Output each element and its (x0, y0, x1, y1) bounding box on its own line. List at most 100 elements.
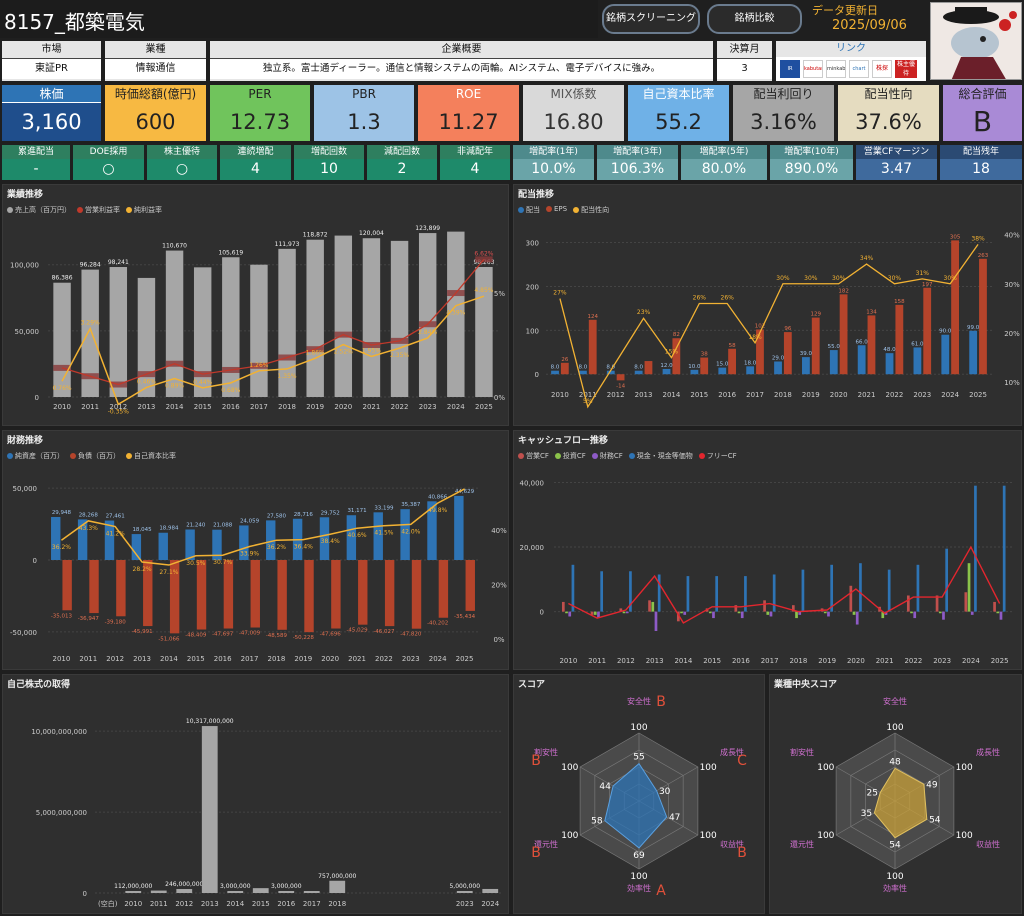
perf-net-label-0: 0.76% (53, 385, 72, 392)
bb-label-3: 246,000,000 (165, 881, 203, 888)
perf-sales-bar-10 (334, 235, 353, 397)
fincf-bar-7 (769, 611, 773, 617)
div-bar-9 (802, 357, 810, 375)
payout-label-10: 30% (832, 275, 846, 282)
kpi-per-value: 12.73 (210, 103, 310, 141)
div-label-3: 8.0 (634, 365, 643, 371)
score-max-4: 100 (561, 831, 578, 841)
cash-bar-7 (772, 574, 776, 612)
liab-bar-10 (331, 560, 341, 629)
div-xtick-1: 2011 (579, 391, 597, 399)
score-value-5: 44 (599, 782, 611, 792)
fin-xtick-9: 2019 (294, 655, 312, 663)
invcf-bar-0 (565, 611, 568, 614)
asset-label-7: 24,059 (240, 518, 260, 524)
stat-consecutive-value: 4 (220, 159, 291, 180)
eps-bar-13 (923, 287, 932, 375)
compare-button[interactable]: 銘柄比較 (707, 4, 802, 34)
bb-xtick-1: 2010 (124, 900, 142, 908)
asset-bar-2 (104, 520, 115, 560)
perf-net-label-2: -0.35% (108, 408, 130, 415)
eps-label-2: -14 (616, 383, 625, 389)
kabutan-link-icon[interactable]: kabutan (803, 60, 823, 78)
fincf-bar-2 (625, 611, 629, 614)
avatar (930, 2, 1022, 80)
div-y2tick-1: 20% (1004, 330, 1020, 338)
stat-decrease-count-label: 減配回数 (367, 145, 437, 159)
div-bar-5 (690, 369, 699, 375)
equity-ratio-line (60, 488, 465, 566)
kpi-per: PER 12.73 (210, 85, 310, 141)
fincf-bar-9 (827, 611, 830, 617)
perf-ytick-1: 50,000 (15, 328, 40, 336)
asset-label-4: 18,984 (159, 526, 179, 532)
div-bar-11 (857, 345, 866, 375)
asset-label-13: 35,387 (401, 502, 421, 508)
cash-bar-8 (801, 569, 805, 612)
perf-sales-bar-4 (165, 250, 184, 397)
cf-xtick-15: 2025 (991, 657, 1009, 665)
eps-label-14: 305 (950, 234, 961, 240)
liab-bar-7 (250, 560, 260, 628)
perf-net-label-10: 2.52% (334, 349, 353, 356)
irbank-link-icon[interactable]: IR BANK (780, 60, 800, 78)
eps-label-11: 134 (866, 309, 877, 315)
perf-net-label-3: 0.46% (137, 378, 156, 385)
screening-button[interactable]: 銘柄スクリーニング (602, 4, 700, 34)
div-label-8: 29.0 (772, 355, 785, 361)
minkabu-link-icon[interactable]: minkabu (826, 60, 846, 78)
div-ytick-1: 100 (526, 327, 539, 335)
div-label-11: 66.0 (856, 339, 869, 345)
score-value-2: 47 (669, 813, 680, 823)
performance-chart: 0 50,000 100,000 0% 5% 86,386 2010 96,284 2011 98… (10, 225, 505, 415)
payout-label-14: 30% (944, 275, 958, 282)
payout-label-13: 31% (916, 270, 930, 277)
asset-bar-10 (319, 517, 330, 560)
legend-dividend: 配当 (518, 205, 540, 215)
bb-label-1: 112,000,000 (114, 883, 152, 890)
perf-xtick-14: 2024 (447, 403, 465, 411)
iscore-axis-1: 成長性 (976, 747, 1000, 757)
div-bar-1 (579, 370, 587, 375)
legend-payout: 配当性向 (573, 205, 609, 215)
kpi-payout: 配当性向 37.6% (838, 85, 939, 141)
cash-bar-0 (571, 564, 575, 612)
div-bar-4 (662, 368, 671, 375)
liab-bar-12 (384, 560, 395, 627)
asset-bar-12 (373, 512, 383, 560)
kpi-pbr: PBR 1.3 (314, 85, 414, 141)
fin-xtick-11: 2021 (348, 655, 366, 663)
eps-bar-7 (756, 329, 764, 375)
perf-sales-bar-2 (109, 267, 128, 397)
perf-xtick-7: 2017 (250, 403, 268, 411)
iscore-max-5: 100 (817, 763, 834, 773)
kpi-price-value: 3,160 (2, 103, 101, 141)
perf-xtick-1: 2011 (81, 403, 99, 411)
kpi-mix-value: 16.80 (523, 103, 624, 141)
stat-growth-10y-value: 890.0% (770, 159, 853, 180)
fin-ytick-0: -50,000 (10, 629, 37, 637)
liab-bar-6 (223, 560, 234, 629)
score-grade-5: B (531, 753, 541, 769)
score-grade-1: C (737, 753, 747, 769)
asset-label-12: 33,199 (374, 505, 394, 511)
perf-xtick-11: 2021 (363, 403, 381, 411)
kpi-price-label: 株価 (2, 85, 101, 103)
div-y2tick-0: 10% (1004, 379, 1020, 387)
fincf-bar-4 (683, 611, 687, 615)
eps-bar-9 (811, 317, 820, 375)
fincf-bar-3 (654, 611, 658, 631)
div-xtick-14: 2024 (941, 391, 959, 399)
fincf-bar-5 (712, 611, 715, 619)
stat-consecutive-label: 連続増配 (220, 145, 291, 159)
eps-label-10: 182 (838, 288, 849, 294)
div-bar-0 (551, 370, 559, 375)
overview-cell: 企業概要 独立系。富士通ディーラー。通信と情報システムの両輪。AIシステム、電子… (210, 41, 713, 81)
payout-label-8: 30% (776, 275, 790, 282)
kabutan2-link-icon[interactable]: 株探 (872, 60, 892, 78)
yutai-link-icon[interactable]: 株主優待 (895, 60, 917, 78)
iscore-max-4: 100 (817, 831, 834, 841)
iscore-axis-4: 還元性 (790, 839, 814, 849)
chart-link-icon[interactable]: chart (849, 60, 869, 78)
cf-xtick-14: 2024 (962, 657, 980, 665)
